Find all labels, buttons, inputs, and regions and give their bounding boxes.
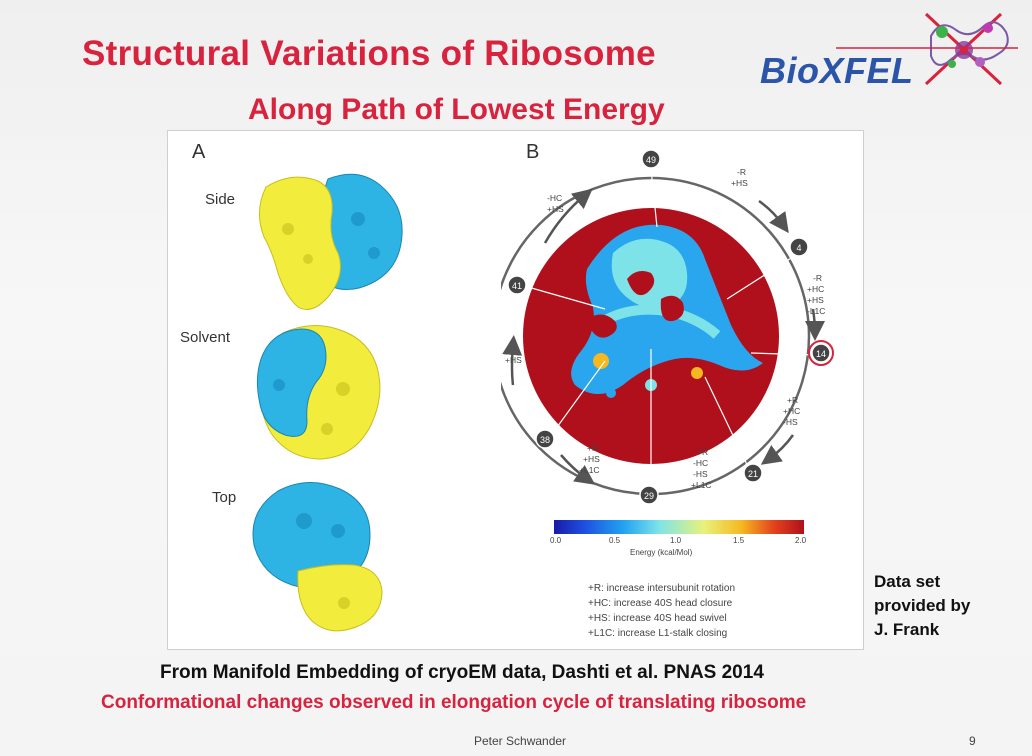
colorbar-label: Energy (kcal/Mol) — [630, 548, 693, 557]
caption: Conformational changes observed in elong… — [101, 692, 807, 713]
data-credit-line: provided by — [874, 596, 971, 615]
ribosome-solvent-view — [256, 325, 381, 460]
panel-a-letter: A — [192, 141, 206, 163]
transition-label: +HS — [547, 204, 564, 214]
figure-panel: A Side Solvent Top B — [167, 130, 864, 650]
data-credit: Data set provided by J. Frank — [874, 570, 1014, 642]
view-label-solvent: Solvent — [180, 329, 231, 346]
slide-subtitle: Along Path of Lowest Energy — [248, 93, 665, 126]
bioxfel-logo: BioXFEL — [756, 6, 1022, 91]
state-node: 29 — [639, 485, 659, 505]
transition-label: -HC — [547, 193, 562, 203]
legend-item: +R: increase intersubunit rotation — [588, 583, 736, 594]
transition-label: -HS — [783, 417, 798, 427]
transition-labels: -R +HS -R +HC +HS -L1C +R +HC -HS +R -HC… — [505, 167, 825, 490]
state-node: 41 — [507, 275, 527, 295]
energy-landscape-cycle: 49 4 14 21 29 38 41 -R +HS — [501, 149, 834, 505]
transition-label: -L1C — [807, 306, 825, 316]
transition-label: +L1C — [691, 480, 712, 490]
view-label-side: Side — [205, 191, 236, 208]
transition-label: +R — [787, 395, 798, 405]
transition-label: +HS — [807, 295, 824, 305]
citation: From Manifold Embedding of cryoEM data, … — [160, 662, 764, 683]
transition-label: +HC — [807, 284, 824, 294]
transition-label: -R — [813, 273, 822, 283]
colorbar-tick: 2.0 — [795, 536, 807, 545]
transition-label: -HS — [693, 469, 708, 479]
state-label: 29 — [644, 491, 654, 501]
data-credit-line: J. Frank — [874, 620, 940, 639]
logo-text: BioXFEL — [760, 50, 914, 91]
slide-title: Structural Variations of Ribosome — [82, 34, 656, 73]
energy-colorbar — [554, 520, 804, 534]
legend-item: +L1C: increase L1-stalk closing — [588, 628, 728, 639]
transition-label: +HC — [783, 406, 800, 416]
legend-item: +HS: increase 40S head swivel — [588, 613, 727, 624]
state-node-highlighted: 14 — [808, 340, 834, 366]
abbreviation-legend: +R: increase intersubunit rotation +HC: … — [588, 581, 735, 641]
state-label: 21 — [748, 469, 758, 479]
page-number: 9 — [969, 734, 976, 748]
transition-label: -HC — [693, 458, 708, 468]
state-label: 41 — [512, 281, 522, 291]
ribosome-side-view — [259, 173, 403, 310]
colorbar-tick: 0.5 — [609, 536, 621, 545]
transition-label: +HS — [731, 178, 748, 188]
state-node: 4 — [789, 237, 809, 257]
state-node: 49 — [641, 149, 661, 169]
state-label: 49 — [646, 155, 656, 165]
panel-b-letter: B — [526, 141, 540, 163]
data-credit-line: Data set — [874, 572, 941, 591]
state-label: 4 — [796, 243, 801, 253]
transition-label: +R — [587, 443, 598, 453]
protein-structure-icon — [836, 12, 1018, 86]
state-node: 21 — [743, 463, 763, 483]
state-label: 38 — [540, 435, 550, 445]
colorbar-tick: 1.0 — [670, 536, 682, 545]
legend-item: +HC: increase 40S head closure — [588, 598, 733, 609]
transition-label: +L1C — [579, 465, 600, 475]
transition-label: +HS — [505, 355, 522, 365]
view-label-top: Top — [212, 489, 237, 506]
colorbar-tick: 1.5 — [733, 536, 745, 545]
footer-author: Peter Schwander — [474, 734, 567, 748]
ribosome-top-view — [252, 481, 383, 632]
state-node: 38 — [535, 429, 555, 449]
state-label: 14 — [816, 349, 826, 359]
colorbar-tick: 0.0 — [550, 536, 562, 545]
transition-label: +HS — [583, 454, 600, 464]
transition-label: -R — [737, 167, 746, 177]
transition-label: +R — [697, 447, 708, 457]
